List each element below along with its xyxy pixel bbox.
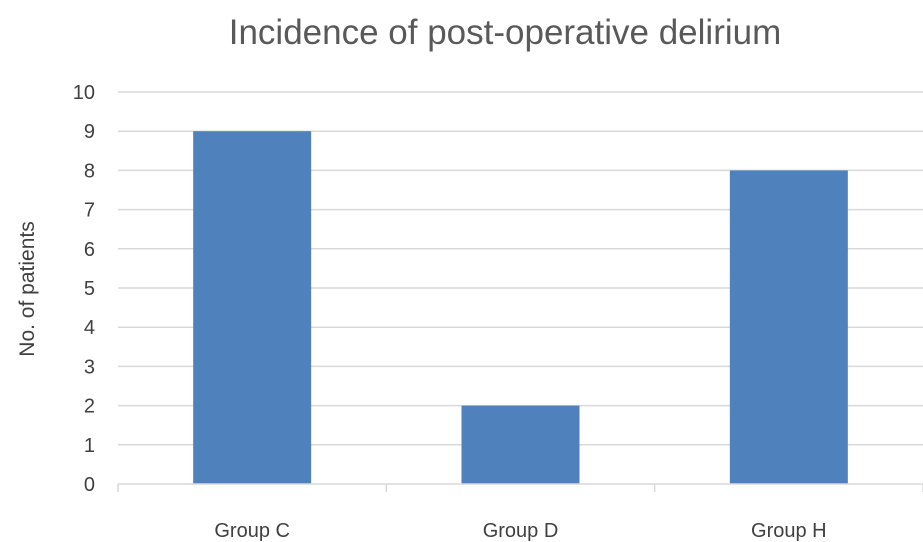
bar-group-c [193,131,312,484]
y-tick-label: 5 [84,278,95,300]
x-tick-label: Group C [214,520,290,542]
chart-title: Incidence of post-operative delirium [229,13,782,52]
y-tick-label: 0 [84,474,95,496]
bar-group-d [461,405,580,484]
y-tick-label: 6 [84,239,95,261]
x-tick-label: Group D [483,520,559,542]
bars [193,131,848,484]
y-tick-label: 4 [84,317,95,339]
y-tick-label: 10 [73,82,95,104]
y-tick-label: 9 [84,121,95,143]
x-tick-label: Group H [751,520,827,542]
y-tick-label: 7 [84,200,95,222]
x-axis [117,483,923,492]
y-tick-label: 2 [84,396,95,418]
y-tick-label: 8 [84,160,95,182]
y-tick-labels: 0 1 2 3 4 5 6 7 8 9 10 [73,82,95,496]
y-axis-label: No. of patients [16,221,39,356]
y-tick-label: 3 [84,356,95,378]
y-tick-label: 1 [84,435,95,457]
bar-group-h [729,170,848,484]
x-tick-labels: Group C Group D Group H [214,520,826,542]
